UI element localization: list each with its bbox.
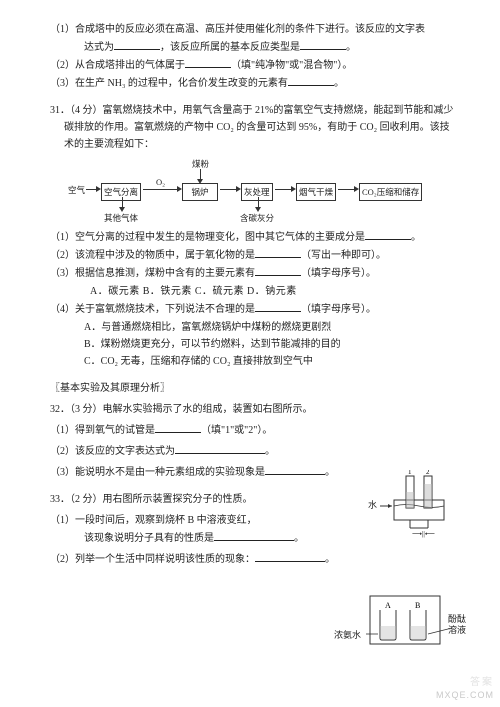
svg-text:B: B [415,601,420,610]
blank [185,60,231,69]
left-label: 浓氨水 [334,628,361,643]
q33-block: 33．（2 分）用右图所示装置探究分子的性质。 （1）一段时间后，观察到烧杯 B… [50,491,456,568]
q31-s3: （3）根据信息推测，煤粉中含有的主要元素有（填字母序号）。 [50,265,456,282]
q31-s2: （2）该流程中涉及的物质中，属于氧化物的是（写出一种即可）。 [50,247,456,264]
svg-text:A: A [385,601,391,610]
q30-s1-cont: 达式为，该反应所属的基本反应类型是。 [50,39,456,56]
q33-s1: （1）一段时间后，观察到烧杯 B 中溶液变红， [50,512,456,529]
tube2-label: 2 [426,470,430,476]
blank [265,467,325,476]
beaker-svg: A B [366,590,456,662]
blank [255,250,301,259]
q31-c4a: A．与普通燃烧相比，富氧燃烧锅炉中煤粉的燃烧更剧烈 [50,319,456,336]
q33-head: 33．（2 分）用右图所示装置探究分子的性质。 [50,491,456,508]
q31-s1: （1）空气分离的过程中发生的是物理变化，图中其它气体的主要成分是。 [50,229,456,246]
q31-choices3: A．碳元素 B．铁元素 C．硫元素 D．钠元素 [50,283,456,300]
q31-head: 31．（4 分）富氧燃烧技术中，用氧气含量高于 21%的富氧空气支持燃烧，能起到… [50,102,456,153]
flow-box-2: 锅炉 [182,183,218,201]
flow-box-1: 空气分离 [101,183,141,201]
q30-s1: （1）合成塔中的反应必须在高温、高压并使用催化剂的条件下进行。该反应的文字表 [50,21,456,38]
flow-box-4: 烟气干燥 [296,183,336,201]
blank [255,268,301,277]
blank [255,554,325,563]
q30-s1-text: （1）合成塔中的反应必须在高温、高压并使用催化剂的条件下进行。该反应的文字表 [50,24,425,35]
q33-s1b: 该现象说明分子具有的性质是。 [50,530,456,547]
right-label: 酚酞溶液 [448,614,472,636]
q32-block: 32．（3 分）电解水实验揭示了水的组成，装置如右图所示。 （1）得到氧气的试管… [50,401,456,481]
q30-s3: （3）在生产 NH₃ 的过程中，化合价发生改变的元素有。 [50,75,456,92]
q31-s4: （4）关于富氧燃烧技术，下列说法不合理的是（填字母序号）。 [50,301,456,318]
q30-block: （1）合成塔中的反应必须在高温、高压并使用催化剂的条件下进行。该反应的文字表 达… [50,21,456,92]
blank [214,533,294,542]
q31-c4b: B．煤粉燃烧更充分，可以节约燃料，达到节能减排的目的 [50,336,456,353]
blank [300,42,346,51]
blank [288,78,334,87]
blank [155,425,201,434]
tube1-label: 1 [408,470,412,476]
flow-box-5: CO₂压缩和储存 [359,183,422,201]
flow-o2-label: O₂ [156,175,165,189]
arrow [143,189,179,190]
flow-down2: 含碳灰分 [240,211,274,225]
flow-box-3: 灰处理 [241,183,273,201]
q32-s1: （1）得到氧气的试管是（填"1"或"2"）。 [50,422,456,439]
flow-in-label: 空气 [68,183,85,197]
blank [175,446,265,455]
blank [255,304,301,313]
q32-s2: （2）该反应的文字表达式为。 [50,443,456,460]
q31-flow-diagram: 煤粉 空气 空气分离 O₂ 锅炉 灰处理 烟气干燥 CO₂压缩和储存 其他气体 … [88,157,418,223]
q32-head: 32．（3 分）电解水实验揭示了水的组成，装置如右图所示。 [50,401,456,418]
flow-down1: 其他气体 [104,211,138,225]
q31-c4c: C．CO₂ 无毒，压缩和存储的 CO₂ 直接排放到空气中 [50,353,456,370]
blank [365,232,411,241]
q33-s2: （2）列举一个生活中同样说明该性质的现象：。 [50,551,456,568]
q30-s2: （2）从合成塔排出的气体属于（填"纯净物"或"混合物"）。 [50,57,456,74]
section-heading: 〖基本实验及其原理分析〗 [50,380,456,397]
watermark-b: MXQE.COM [436,688,494,703]
blank [114,42,160,51]
q31-block: 31．（4 分）富氧燃烧技术中，用氧气含量高于 21%的富氧空气支持燃烧，能起到… [50,102,456,370]
q33-figure: A B 浓氨水 酚酞溶液 [366,590,456,668]
